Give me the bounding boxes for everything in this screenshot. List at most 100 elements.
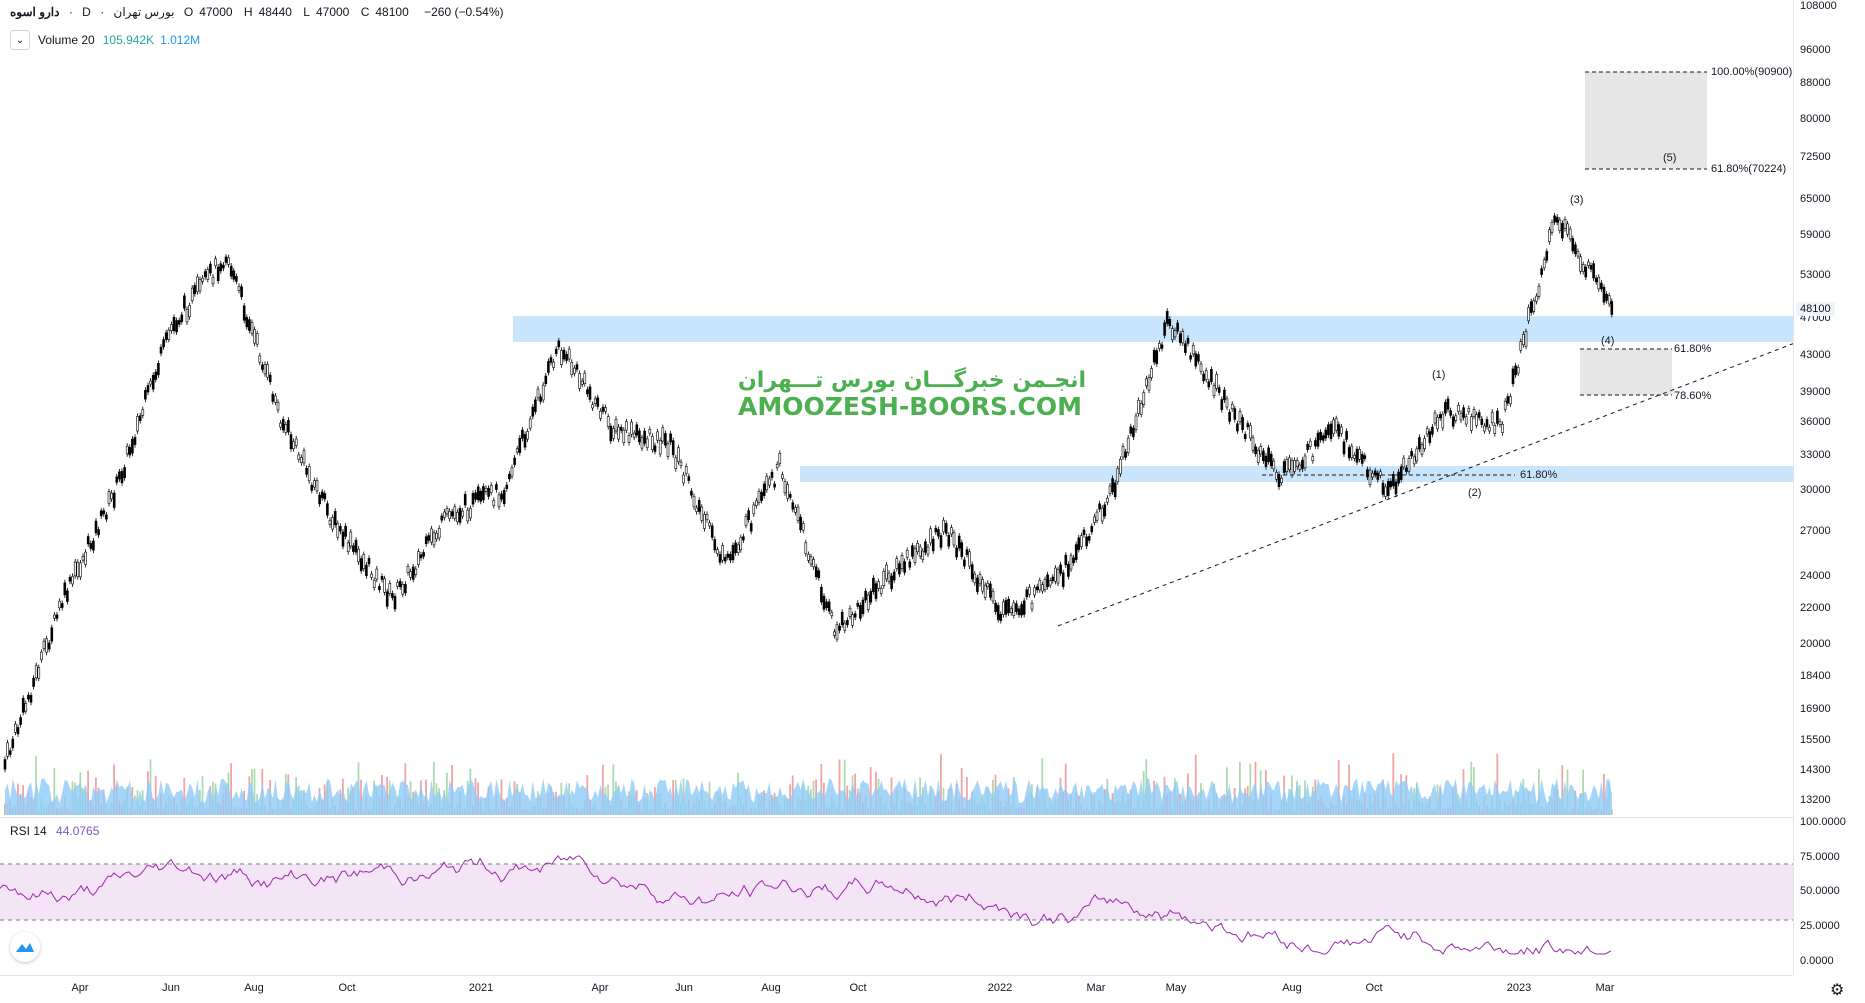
candle-body: [554, 348, 558, 354]
candle-body: [609, 426, 613, 442]
collapse-legend-button[interactable]: ⌄: [10, 30, 30, 50]
candle-body: [307, 466, 311, 482]
separator: ·: [68, 5, 73, 19]
candle-body: [1553, 215, 1556, 223]
candle-body: [1028, 586, 1031, 595]
candle-body: [1087, 536, 1091, 541]
candle-body: [853, 613, 857, 618]
time-tick-label: Oct: [849, 982, 867, 994]
candle-body: [825, 601, 828, 608]
price-tick-label: 65000: [1800, 193, 1831, 205]
candle-body: [1215, 374, 1218, 389]
candle-body: [981, 579, 984, 592]
time-tick-label: Jun: [675, 982, 693, 994]
rsi-name[interactable]: RSI 14: [10, 824, 47, 838]
candle-body: [661, 427, 665, 442]
candle-body: [1301, 459, 1304, 470]
tradingview-logo[interactable]: [10, 932, 40, 962]
candle-body: [305, 467, 308, 475]
time-tick-label: Aug: [244, 982, 264, 994]
candle-body: [1225, 398, 1229, 408]
candle-body: [757, 491, 761, 503]
candle-body: [1090, 526, 1094, 533]
candle-body: [640, 437, 644, 449]
settings-gear-icon[interactable]: ⚙: [1830, 982, 1845, 999]
candle-body: [263, 364, 267, 375]
candle-body: [248, 319, 251, 331]
candle-body: [1490, 411, 1494, 424]
candle-body: [1316, 432, 1320, 447]
candle-body: [1418, 437, 1421, 450]
candle-body: [1345, 431, 1348, 440]
separator: ·: [100, 5, 105, 19]
candle-body: [739, 537, 743, 551]
volume-name[interactable]: Volume 20: [38, 33, 95, 47]
candle-body: [1238, 411, 1242, 423]
candle-body: [1394, 481, 1398, 495]
candle-body: [1581, 264, 1585, 272]
candle-body: [814, 566, 818, 578]
price-chart[interactable]: [0, 0, 1793, 975]
candle-body: [34, 665, 38, 679]
candle-body: [1116, 468, 1120, 483]
candle-body: [357, 548, 360, 563]
interval-label[interactable]: D: [82, 5, 91, 19]
candle-body: [765, 475, 769, 491]
volume-bar: [183, 777, 186, 815]
volume-bar: [672, 780, 674, 815]
candle-body: [895, 558, 899, 569]
price-tick-label: 18400: [1800, 670, 1831, 682]
candle-body: [1425, 428, 1429, 435]
candle-body: [1067, 563, 1070, 577]
volume-bar: [113, 764, 115, 815]
pane-divider[interactable]: [0, 817, 1793, 818]
price-axis[interactable]: [1793, 0, 1865, 975]
candle-body: [783, 481, 787, 494]
volume-bar: [789, 784, 791, 815]
time-axis[interactable]: [0, 975, 1793, 1003]
candle-body: [586, 389, 589, 395]
candle-body: [1035, 586, 1039, 591]
candle-body: [760, 492, 763, 501]
candle-body: [466, 509, 470, 522]
candle-body: [547, 361, 550, 373]
candle-body: [1054, 567, 1057, 582]
candle-body: [300, 457, 303, 464]
candle-body: [872, 577, 875, 593]
candle-body: [1095, 511, 1099, 521]
candle-body: [1532, 300, 1536, 312]
candle-body: [622, 429, 626, 443]
candle-body: [1046, 574, 1049, 587]
candle-body: [708, 522, 711, 527]
fib-786-label: 78.60%: [1674, 390, 1712, 402]
candle-body: [1145, 378, 1148, 387]
candle-body: [1579, 256, 1582, 272]
candle-body: [625, 421, 628, 431]
candle-body: [235, 276, 238, 282]
volume-bar: [1064, 763, 1067, 815]
candle-body: [703, 514, 706, 529]
candle-body: [255, 333, 259, 345]
fib-618-mid-label: 61.80%: [1674, 343, 1712, 355]
volume-bar: [1538, 768, 1540, 815]
candle-body: [167, 329, 171, 340]
candle-body: [1176, 322, 1179, 332]
candle-body: [224, 256, 228, 263]
candle-body: [1324, 429, 1328, 439]
candle-body: [788, 494, 792, 498]
candle-body: [1217, 387, 1221, 393]
volume-bar: [612, 764, 615, 815]
candle-body: [146, 385, 150, 393]
candle-body: [869, 591, 873, 603]
candle-body: [1558, 219, 1562, 231]
symbol-name[interactable]: دارو اسوه: [10, 5, 60, 19]
volume-bar: [843, 759, 846, 815]
candle-body: [874, 583, 878, 599]
candle-body: [471, 493, 475, 505]
candle-body: [1155, 350, 1159, 365]
volume-bar: [212, 781, 214, 815]
candle-body: [190, 287, 194, 301]
candle-body: [193, 284, 197, 294]
candle-body: [1355, 448, 1359, 463]
candle-body: [1454, 415, 1458, 421]
